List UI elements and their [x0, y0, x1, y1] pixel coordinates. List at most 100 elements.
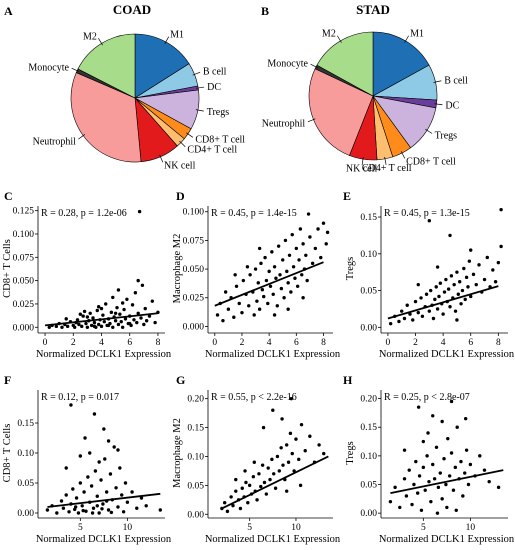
x-tick-label: 6 [127, 338, 132, 348]
y-tick-label: 0.05 [360, 481, 377, 491]
y-tick-label: 0.10 [17, 449, 34, 459]
data-point [125, 500, 130, 504]
pie-label: Neutrophil [262, 118, 306, 129]
pie-label: M2 [83, 31, 97, 42]
data-point [411, 318, 415, 322]
data-point [275, 304, 279, 308]
data-point [398, 505, 402, 510]
y-tick-label: 0.10 [360, 250, 377, 260]
data-point [294, 246, 299, 251]
x-axis-label: Normalized DCLK1 Expression [379, 349, 515, 360]
data-point [451, 488, 456, 492]
pie-label-leader [404, 35, 409, 43]
pie-label-leader [433, 80, 442, 83]
x-axis-label: Normalized DCLK1 Expression [205, 534, 341, 545]
pie-label: B cell [444, 76, 468, 87]
data-point [434, 445, 439, 449]
pie-label-leader [361, 157, 364, 166]
data-point [440, 419, 444, 424]
data-point [294, 437, 298, 441]
data-point [240, 486, 244, 490]
data-point [419, 296, 423, 300]
data-point [223, 290, 228, 294]
data-point [482, 277, 487, 282]
data-point [255, 299, 259, 303]
data-point [437, 294, 441, 299]
y-tick-label: 0.000 [183, 322, 205, 332]
data-point [137, 209, 142, 214]
data-point [271, 292, 275, 296]
data-point [388, 321, 393, 326]
scatter-plot-e: R = 0.45, p = 1.3e-15 0 2 4 6 8 0.00 0.05 0.10 0.… [345, 206, 515, 360]
data-point [65, 324, 70, 329]
pie-label-leader [434, 103, 443, 106]
data-point [402, 316, 407, 321]
data-point [261, 425, 266, 430]
data-point [449, 274, 454, 278]
data-point [136, 278, 140, 283]
regression-line [44, 312, 159, 327]
data-point [317, 443, 321, 447]
data-point [61, 506, 66, 510]
data-point [92, 320, 97, 325]
y-tick-label: 0.05 [17, 479, 34, 489]
data-point [80, 324, 84, 329]
data-point [298, 483, 303, 488]
data-point [89, 484, 94, 488]
pie-label-leader [192, 71, 201, 76]
y-tick-label: 0.025 [13, 300, 35, 310]
data-point [259, 484, 263, 489]
data-point [215, 313, 220, 317]
data-point [106, 439, 111, 443]
data-point [313, 246, 318, 251]
data-point [72, 325, 77, 329]
pie-label-leader [337, 35, 342, 43]
pie-title: COAD [113, 2, 151, 17]
data-point [82, 490, 86, 494]
data-point [264, 492, 269, 496]
data-point [153, 320, 157, 325]
y-axis-label: Tregs [345, 257, 356, 281]
data-point [281, 258, 285, 262]
data-point [408, 312, 412, 316]
data-point [289, 396, 294, 401]
x-tick-label: 4 [267, 338, 272, 348]
data-point [456, 292, 460, 296]
data-point [432, 477, 437, 481]
data-point [142, 322, 146, 327]
data-point [468, 462, 473, 467]
pie-label: Monocyte [28, 62, 69, 73]
scatter-plot-c: R = 0.28, p = 1.2e-06 0 2 4 6 8 0.000 0.025 0.05… [2, 206, 172, 360]
regression-line [214, 261, 324, 307]
data-point [245, 265, 250, 269]
data-point [89, 323, 94, 328]
data-point [106, 323, 111, 328]
data-point [499, 244, 503, 249]
data-point [444, 277, 448, 282]
data-point [467, 259, 472, 263]
data-point [469, 294, 473, 299]
x-tick-label: 5 [421, 523, 426, 533]
data-point [147, 314, 152, 318]
data-point [266, 466, 270, 470]
data-point [286, 281, 290, 285]
data-point [442, 290, 447, 294]
y-tick-label: 0.00 [360, 323, 377, 333]
data-point [85, 325, 90, 329]
data-point [397, 319, 401, 324]
data-point [466, 482, 471, 487]
pie-label: CD8+ T cell [406, 157, 456, 168]
data-point [297, 258, 301, 262]
data-point [123, 481, 128, 485]
data-point [482, 468, 487, 472]
data-point [97, 460, 101, 464]
y-tick-label: 0.050 [13, 277, 35, 287]
data-point [109, 510, 114, 515]
data-point [120, 325, 125, 329]
data-point [420, 314, 425, 318]
data-point [271, 408, 275, 412]
y-axis-label: Macrophage M2 [172, 234, 183, 304]
data-point [496, 485, 501, 490]
data-point [460, 288, 465, 293]
x-tick-label: 6 [294, 338, 299, 348]
